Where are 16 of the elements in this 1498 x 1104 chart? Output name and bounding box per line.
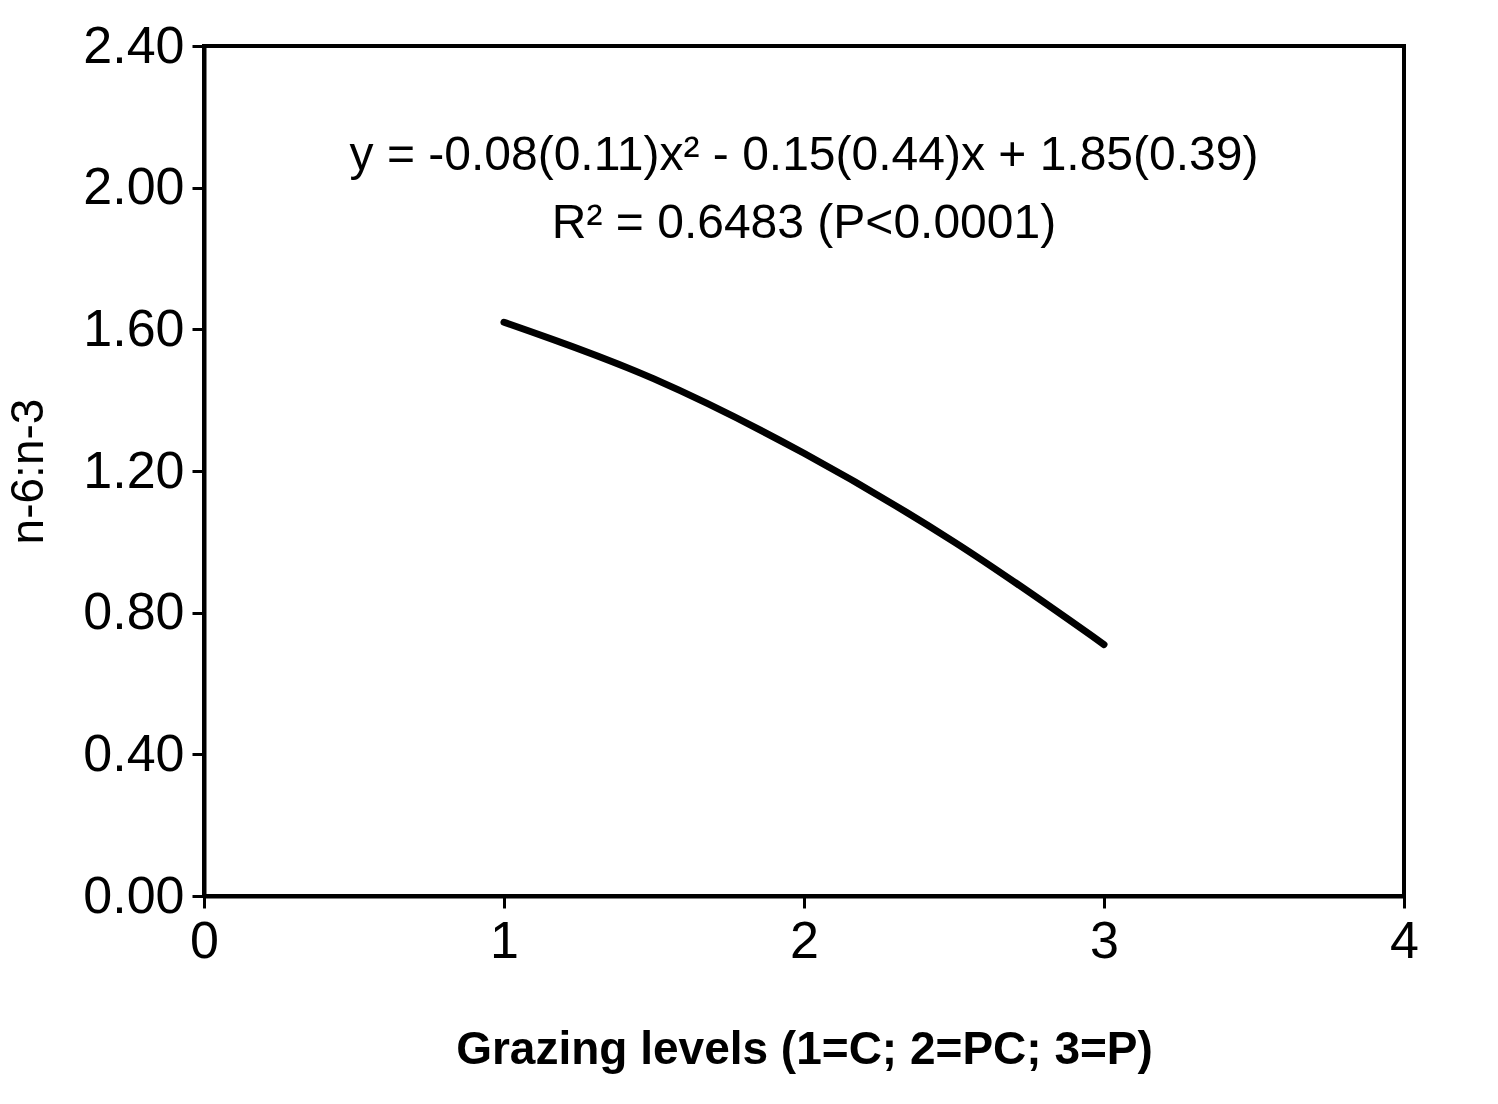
y-tick-label: 1.60 bbox=[83, 298, 185, 357]
x-axis-title: Grazing levels (1=C; 2=PC; 3=P) bbox=[456, 1021, 1153, 1074]
x-tick-label: 4 bbox=[1390, 910, 1419, 969]
x-tick-label: 3 bbox=[1090, 910, 1119, 969]
y-tick-label: 1.20 bbox=[83, 440, 185, 499]
y-tick-label: 0.00 bbox=[83, 865, 185, 924]
y-tick-label: 2.40 bbox=[83, 15, 185, 74]
x-tick-label: 1 bbox=[490, 910, 519, 969]
annotation: R² = 0.6483 (P<0.0001) bbox=[551, 195, 1057, 248]
x-tick-label: 2 bbox=[790, 910, 819, 969]
x-tick-label: 0 bbox=[190, 910, 219, 969]
y-tick-label: 0.40 bbox=[83, 723, 185, 782]
y-axis-title: n-6:n-3 bbox=[1, 398, 54, 545]
y-tick-label: 0.80 bbox=[83, 582, 185, 641]
annotation: y = -0.08(0.11)x² - 0.15(0.44)x + 1.85(0.39) bbox=[349, 127, 1259, 180]
y-tick-label: 2.00 bbox=[83, 157, 185, 216]
